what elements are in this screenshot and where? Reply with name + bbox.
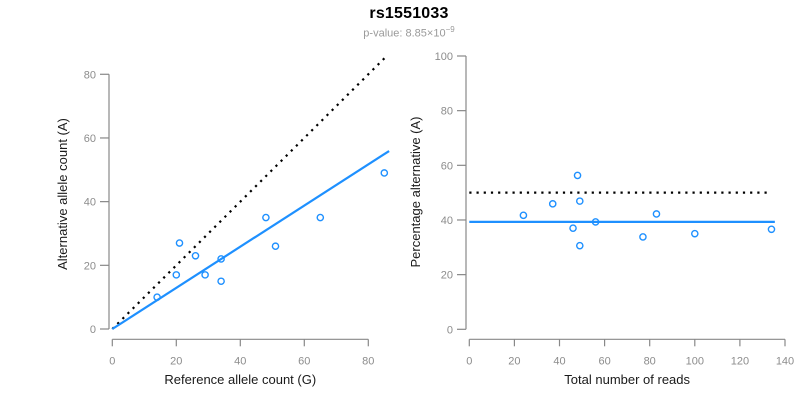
x-axis-title: Reference allele count (G) <box>164 372 316 387</box>
snp-title: rs1551033 <box>369 5 449 22</box>
y-tick-label: 0 <box>447 324 453 336</box>
x-tick-label: 40 <box>553 355 565 367</box>
x-tick-label: 20 <box>170 355 182 367</box>
data-point <box>271 242 280 251</box>
data-point <box>573 171 582 180</box>
y-tick-label: 100 <box>435 51 453 63</box>
x-tick-label: 120 <box>731 355 749 367</box>
data-point <box>691 229 699 238</box>
x-tick-label: 140 <box>776 355 794 367</box>
data-point <box>262 213 270 222</box>
y-tick-label: 80 <box>84 69 96 81</box>
plot-percentage-vs-reads: 0 20 40 60 80 100 0 20 40 60 80 100 120 140 Total numb… <box>408 51 794 387</box>
identity-expected-line <box>111 54 389 330</box>
p-value-base: 8.85×10 <box>405 27 446 40</box>
data-point <box>767 225 776 234</box>
y-tick-label: 40 <box>441 215 453 227</box>
y-tick-label: 40 <box>84 197 96 209</box>
data-point <box>153 293 161 301</box>
data-point <box>316 213 325 222</box>
x-tick-label: 20 <box>508 355 520 367</box>
y-tick-label: 80 <box>441 106 453 118</box>
x-tick-label: 0 <box>466 355 472 367</box>
y-tick-label: 60 <box>441 160 453 172</box>
figure-header: rs1551033 p-value: 8.85×10−9 <box>18 5 800 40</box>
data-point <box>575 197 584 205</box>
data-point <box>652 210 661 218</box>
data-point <box>591 218 600 226</box>
data-point <box>548 200 557 208</box>
y-tick-label: 20 <box>84 260 96 272</box>
x-tick-label: 60 <box>298 355 310 367</box>
fitted-trend-line <box>111 150 390 330</box>
y-axis-title: Percentage alternative (A) <box>408 116 423 267</box>
data-point <box>175 239 184 247</box>
data-point <box>217 277 225 286</box>
data-point <box>519 211 528 220</box>
x-tick-label: 0 <box>109 355 115 367</box>
data-point <box>172 271 181 279</box>
p-value-exponent: −9 <box>445 25 455 34</box>
data-point <box>380 169 389 177</box>
data-point <box>575 241 584 250</box>
data-point <box>639 233 647 241</box>
y-tick-label: 20 <box>441 270 453 282</box>
p-value-label: p-value: <box>363 27 406 40</box>
x-tick-label: 100 <box>686 355 704 367</box>
data-point <box>201 271 209 279</box>
y-tick-label: 0 <box>90 324 96 336</box>
data-point <box>191 251 200 260</box>
data-point <box>569 224 577 232</box>
data-point <box>217 255 225 263</box>
y-tick-label: 60 <box>84 133 96 145</box>
x-tick-label: 80 <box>644 355 656 367</box>
plot-allele-counts: 0 20 40 60 80 0 20 40 60 80 Reference allele count… <box>55 54 390 387</box>
x-tick-label: 60 <box>598 355 610 367</box>
x-axis-title: Total number of reads <box>564 372 690 387</box>
x-tick-label: 40 <box>234 355 246 367</box>
y-axis-title: Alternative allele count (A) <box>55 118 70 270</box>
x-tick-label: 80 <box>362 355 374 367</box>
p-value-subtitle: p-value: 8.85×10−9 <box>18 25 800 40</box>
